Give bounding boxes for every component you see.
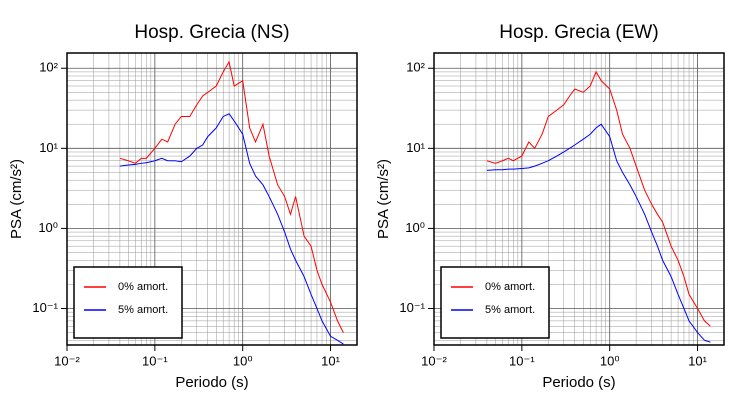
x-tick-label: 10⁻² <box>421 353 447 368</box>
x-tick-label: 10¹ <box>321 353 340 368</box>
series-line <box>486 70 711 327</box>
plot-frame <box>66 52 358 346</box>
y-axis-label: PSA (cm/s²) <box>8 159 25 239</box>
legend-label: 5% amort. <box>118 304 168 316</box>
legend-box <box>440 266 550 339</box>
chart-title: Hosp. Grecia (EW) <box>499 22 658 43</box>
series-line <box>119 113 344 345</box>
y-tick-label: 10¹ <box>39 140 58 155</box>
x-tick-label: 10⁻¹ <box>509 353 535 368</box>
x-tick-label: 10⁰ <box>600 353 620 368</box>
legend-label: 5% amort. <box>485 304 535 316</box>
legend-label: 0% amort. <box>485 281 535 293</box>
y-tick-label: 10⁰ <box>38 220 58 235</box>
y-tick-label: 10⁰ <box>405 220 425 235</box>
legend-label: 0% amort. <box>118 281 168 293</box>
series-line <box>119 60 344 333</box>
x-tick-label: 10¹ <box>688 353 707 368</box>
x-axis-label: Periodo (s) <box>542 374 615 391</box>
series-line <box>486 123 711 343</box>
y-tick-label: 10¹ <box>406 140 425 155</box>
y-axis-label: PSA (cm/s²) <box>375 159 392 239</box>
x-tick-label: 10⁻² <box>54 353 80 368</box>
x-tick-label: 10⁻¹ <box>142 353 168 368</box>
legend-box <box>73 266 183 339</box>
panel: 10⁻² 10⁻¹ 10⁰ 10¹ 10⁻¹ 10⁰ 10¹ 10² Hosp. Grecia … <box>8 22 358 391</box>
y-tick-label: 10⁻¹ <box>32 300 58 315</box>
chart-title: Hosp. Grecia (NS) <box>134 22 289 43</box>
x-tick-label: 10⁰ <box>233 353 253 368</box>
plot-frame <box>433 52 725 346</box>
y-tick-label: 10⁻¹ <box>399 300 425 315</box>
y-tick-label: 10² <box>406 60 425 75</box>
y-tick-label: 10² <box>39 60 58 75</box>
x-axis-label: Periodo (s) <box>175 374 248 391</box>
panel: 10⁻² 10⁻¹ 10⁰ 10¹ 10⁻¹ 10⁰ 10¹ 10² Hosp. Grecia … <box>375 22 725 391</box>
